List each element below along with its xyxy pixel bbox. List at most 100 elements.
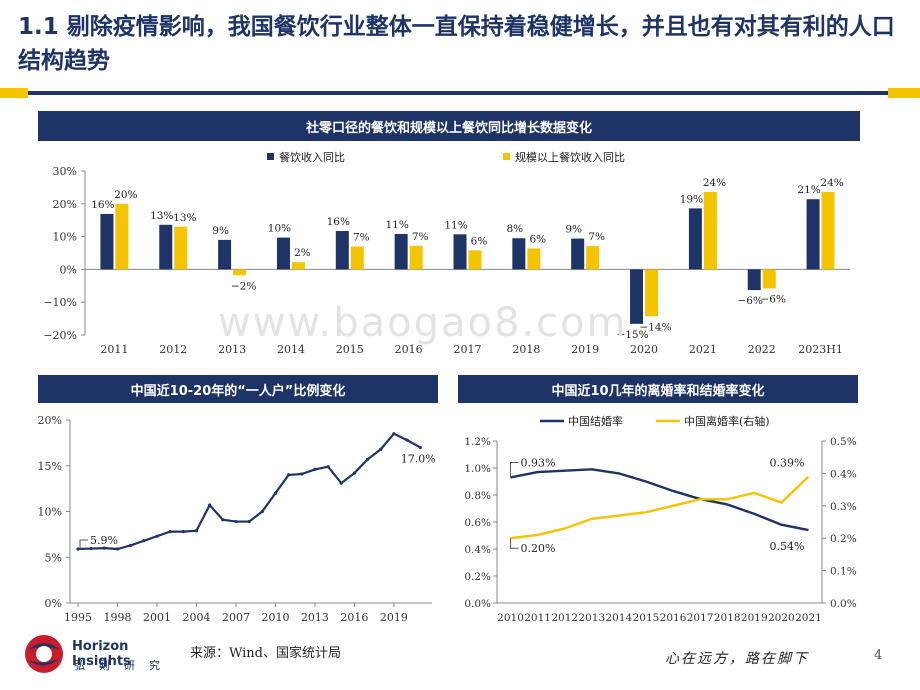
chart1-data-label: 7% [412, 231, 429, 243]
chart1-data-label: −15% [616, 329, 648, 341]
chart2-annotation-label: 17.0% [401, 452, 436, 465]
chart2-x-tick-label: 1998 [103, 611, 131, 624]
chart2-point [221, 518, 225, 522]
chart2-x-tick-label: 2019 [380, 611, 408, 624]
chart1-x-tick-label: 2012 [159, 343, 187, 356]
chart3-x-tick-label: 2013 [578, 612, 605, 624]
chart1-bar [821, 191, 835, 270]
chart1-data-label: 6% [530, 233, 547, 245]
chart3-left-tick-label: 1.0% [464, 463, 491, 475]
chart1-x-tick-label: 2022 [748, 343, 776, 356]
chart3-x-tick-label: 2020 [768, 612, 795, 624]
chart2-annotation-leader [79, 539, 88, 550]
chart1-bar [159, 224, 173, 270]
chart1-bar [527, 248, 541, 270]
chart1-bar [512, 238, 526, 270]
chart2-annotation-label: 5.9% [90, 534, 118, 547]
chart2-point [129, 543, 133, 547]
chart2-point [379, 447, 383, 451]
chart1-x-tick-label: 2013 [218, 343, 246, 356]
chart2-point [102, 546, 106, 550]
chart1-y-tick-label: 20% [53, 198, 77, 211]
chart1-bar [350, 246, 364, 270]
chart1-data-label: 20% [114, 189, 137, 201]
chart2-point [273, 491, 278, 495]
chart3-right-tick-label: 0.4% [830, 468, 857, 480]
chart1-data-label: −14% [639, 321, 671, 333]
page-number: 4 [874, 648, 883, 663]
chart2-x-tick-label: 2016 [340, 611, 368, 624]
chart1-x-tick-label: 2016 [395, 343, 423, 356]
chart1-bar [276, 237, 290, 270]
chart2-point [208, 503, 212, 507]
chart1-data-label: −6% [760, 293, 785, 305]
chart1-data-label: 2% [294, 247, 311, 259]
chart2-x-tick-label: 2004 [182, 611, 210, 624]
chart2-point [194, 529, 199, 533]
chart1-bar [409, 245, 423, 270]
logo-name-en: Horizon Insights [72, 639, 131, 669]
chart3-annotation-label: 0.20% [521, 542, 556, 555]
chart1-legend-label: 餐饮收入同比 [279, 150, 345, 164]
chart1-y-tick-label: −20% [43, 329, 77, 342]
chart2-point [287, 473, 291, 477]
chart3-legend-label: 中国离婚率(右轴) [684, 414, 770, 428]
chart1-data-label: −2% [231, 280, 256, 292]
chart1-data-label: 8% [507, 223, 524, 235]
chart3-x-tick-label: 2019 [741, 612, 768, 624]
chart2-x-tick-label: 1995 [64, 611, 92, 624]
chart1-bar [468, 250, 482, 270]
chart3-title: 中国近10几年的离婚率和结婚率变化 [458, 375, 858, 403]
chart3-series-line [510, 475, 810, 540]
chart2-x-tick-label: 2001 [143, 611, 171, 624]
chart3-left-tick-label: 0.2% [464, 571, 491, 583]
chart3-x-tick-label: 2021 [795, 612, 822, 624]
chart1-bar [394, 233, 408, 270]
logo-icon [25, 635, 63, 673]
chart1-legend-label: 规模以上餐饮收入同比 [515, 150, 625, 164]
chart2-y-tick-label: 5% [45, 551, 62, 564]
chart2-point [300, 472, 304, 476]
chart1-x-tick-label: 2019 [571, 343, 599, 356]
chart1-y-tick-label: 10% [53, 231, 77, 244]
chart3-x-tick-label: 2014 [606, 612, 633, 624]
chart3-left-tick-label: 0.4% [464, 544, 491, 556]
chart1-y-tick-label: −10% [43, 296, 77, 309]
chart3-x-tick-label: 2017 [687, 612, 714, 624]
chart3-right-tick-label: 0.5% [830, 436, 857, 448]
chart1-bar [291, 262, 305, 270]
chart2-point [234, 519, 238, 524]
chart2-y-tick-label: 15% [38, 460, 62, 473]
chart3-right-tick-label: 0.2% [830, 533, 857, 545]
chart3-left-tick-label: 0.0% [464, 598, 491, 610]
chart1-x-tick-label: 2011 [100, 343, 128, 356]
chart1-bar [218, 239, 232, 270]
chart1-bar [174, 226, 188, 270]
chart3-annotation-label: 0.39% [770, 457, 805, 470]
chart1-data-label: 11% [444, 219, 467, 231]
chart1-bar [571, 238, 585, 270]
chart1-bar [233, 269, 247, 276]
chart2-point [76, 547, 80, 551]
chart1-bar [762, 269, 776, 289]
chart1-x-tick-label: 2018 [512, 343, 540, 356]
chart1-x-tick-label: 2014 [277, 343, 305, 356]
chart1-bar [688, 208, 702, 270]
company-logo: Horizon Insights 弘则研究 [22, 630, 182, 680]
chart1-data-label: 13% [150, 210, 173, 222]
chart3-annotation-label: 0.54% [770, 540, 805, 553]
chart1-data-label: 7% [353, 231, 370, 243]
chart3-left-tick-label: 0.6% [464, 517, 491, 529]
chart1-bar [703, 191, 717, 270]
chart2-point [168, 530, 172, 534]
chart2-point [352, 471, 357, 475]
chart2-point [326, 465, 330, 469]
chart2-point [155, 534, 159, 538]
chart2-point [247, 519, 251, 524]
chart3-x-tick-label: 2011 [524, 612, 551, 624]
chart1-x-tick-label: 2020 [630, 343, 658, 356]
chart2-point [405, 438, 409, 442]
chart1-x-tick-label: 2015 [336, 343, 364, 356]
